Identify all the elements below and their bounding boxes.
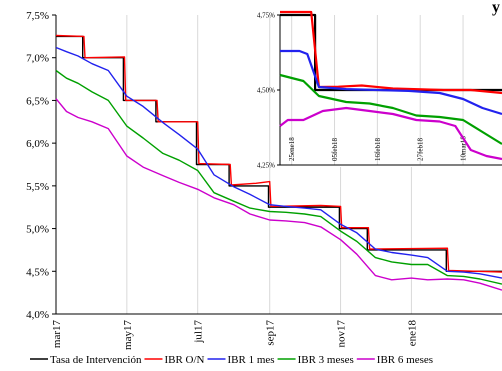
main-x-tick-label: may17 (122, 320, 134, 350)
main-axes (55, 15, 502, 315)
inset-y-tick-label: 4,50% (257, 87, 275, 95)
main-y-tick-label: 6,5% (26, 95, 49, 107)
series-line-1 (55, 34, 502, 273)
legend-label-1: IBR O/N (164, 354, 204, 366)
inset-series-line-4 (279, 106, 502, 161)
inset-x-tick-label: 10mar18 (460, 136, 468, 161)
inset-series-line-2 (280, 49, 502, 116)
main-y-ticks: 4,0% 4,5% 5,0% 5,5% 6,0% 6,5% 7,0% 7,5% (26, 10, 56, 321)
main-y-tick-label: 7,0% (26, 53, 49, 65)
main-x-tick-label: nov17 (336, 320, 348, 348)
inset-x-tick-label: 16feb18 (374, 138, 382, 161)
inset-y-tick-label: 4,25% (257, 162, 275, 170)
series-line-0 (56, 35, 502, 272)
legend-label-2: IBR 1 mes (228, 354, 275, 366)
legend-label-0: Tasa de Intervención (50, 354, 142, 366)
inset-x-tick-label: 25ene18 (288, 137, 296, 161)
legend: Tasa de Intervención IBR O/N IBR 1 mes IBR … (30, 354, 433, 366)
inset-y-tick-label: 4,75% (257, 12, 275, 20)
main-x-ticks: mar17 may17 jul17 sep17 nov17 ene18 (51, 320, 418, 350)
main-series (55, 34, 502, 291)
main-x-tick-label: sep17 (265, 320, 277, 346)
main-x-tick-label: mar17 (51, 320, 63, 349)
inset-title-fragment: y (492, 0, 500, 16)
inset-x-tick-label: 05feb18 (331, 138, 339, 161)
series-line-3 (55, 69, 502, 285)
main-y-tick-label: 7,5% (26, 10, 49, 22)
main-x-tick-label: ene18 (406, 320, 418, 347)
series-line-4 (55, 98, 502, 291)
inset-series-line-3 (279, 73, 502, 145)
legend-label-4: IBR 6 meses (377, 354, 433, 366)
main-y-tick-label: 4,5% (26, 266, 49, 278)
main-y-tick-label: 5,0% (26, 224, 49, 236)
inset-x-tick-label: 27feb18 (417, 138, 425, 161)
inset-chart: y 25ene18 05feb18 16feb18 27feb18 10mar18 4,25… (257, 0, 502, 170)
series-line-2 (55, 46, 502, 279)
inset-series-line-1 (280, 10, 502, 95)
main-y-tick-label: 6,0% (26, 138, 49, 150)
main-x-tick-label: jul17 (193, 320, 205, 344)
main-y-tick-label: 4,0% (26, 309, 49, 321)
legend-label-3: IBR 3 meses (298, 354, 354, 366)
main-y-tick-label: 5,5% (26, 181, 49, 193)
